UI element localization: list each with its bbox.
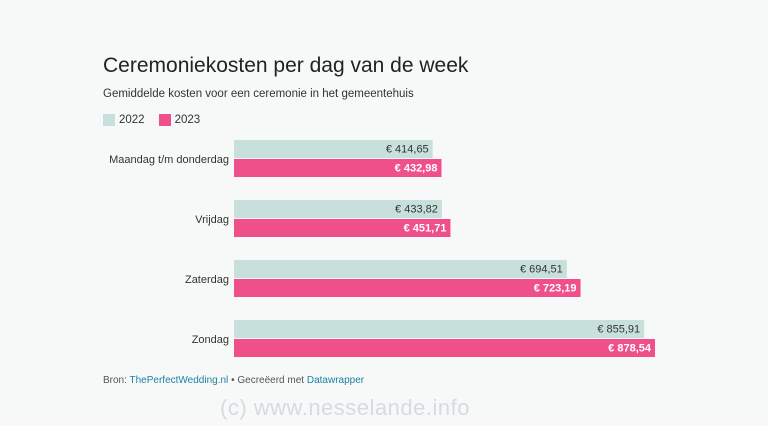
data-label-2022: € 414,65 bbox=[386, 143, 429, 155]
category-label: Vrijdag bbox=[195, 214, 229, 226]
legend-swatch-2022 bbox=[103, 114, 115, 126]
bar-2022 bbox=[234, 200, 442, 218]
source-line: Bron: ThePerfectWedding.nl • Gecreëerd m… bbox=[103, 375, 364, 386]
data-label-2023: € 451,71 bbox=[404, 222, 447, 234]
data-label-2023: € 878,54 bbox=[608, 342, 652, 354]
bar-2022 bbox=[234, 260, 567, 278]
data-label-2023: € 723,19 bbox=[534, 282, 577, 294]
legend-item-2023: 2023 bbox=[158, 114, 201, 126]
bar-2023 bbox=[234, 339, 655, 357]
watermark: (c) www.nesselande.info bbox=[220, 395, 470, 420]
source-link[interactable]: ThePerfectWedding.nl bbox=[129, 375, 229, 386]
datawrapper-link[interactable]: Datawrapper bbox=[306, 375, 365, 386]
made-with-text: Gecreëerd met bbox=[237, 375, 305, 386]
category-label: Zondag bbox=[192, 334, 229, 346]
bar-2022 bbox=[234, 140, 433, 158]
legend-swatch-2023 bbox=[158, 114, 171, 126]
legend-item-2022: 2022 bbox=[103, 114, 145, 126]
source-prefix: Bron: bbox=[103, 375, 127, 386]
chart-subtitle: Gemiddelde kosten voor een ceremonie in … bbox=[103, 88, 414, 100]
bar-2022 bbox=[234, 320, 645, 338]
bar-2023 bbox=[234, 219, 451, 237]
category-label: Maandag t/m donderdag bbox=[109, 154, 229, 166]
legend-label-2023: 2023 bbox=[174, 114, 201, 126]
legend: 2022 2023 bbox=[103, 114, 200, 126]
source-separator: • bbox=[231, 375, 235, 386]
data-label-2023: € 432,98 bbox=[395, 162, 438, 174]
data-label-2022: € 433,82 bbox=[395, 203, 438, 215]
bar-2023 bbox=[234, 159, 442, 177]
data-label-2022: € 855,91 bbox=[597, 323, 640, 335]
legend-label-2022: 2022 bbox=[119, 114, 145, 126]
data-label-2022: € 694,51 bbox=[520, 263, 563, 275]
chart-title: Ceremoniekosten per dag van de week bbox=[103, 54, 469, 77]
category-label: Zaterdag bbox=[185, 274, 229, 286]
bar-2023 bbox=[234, 279, 581, 297]
